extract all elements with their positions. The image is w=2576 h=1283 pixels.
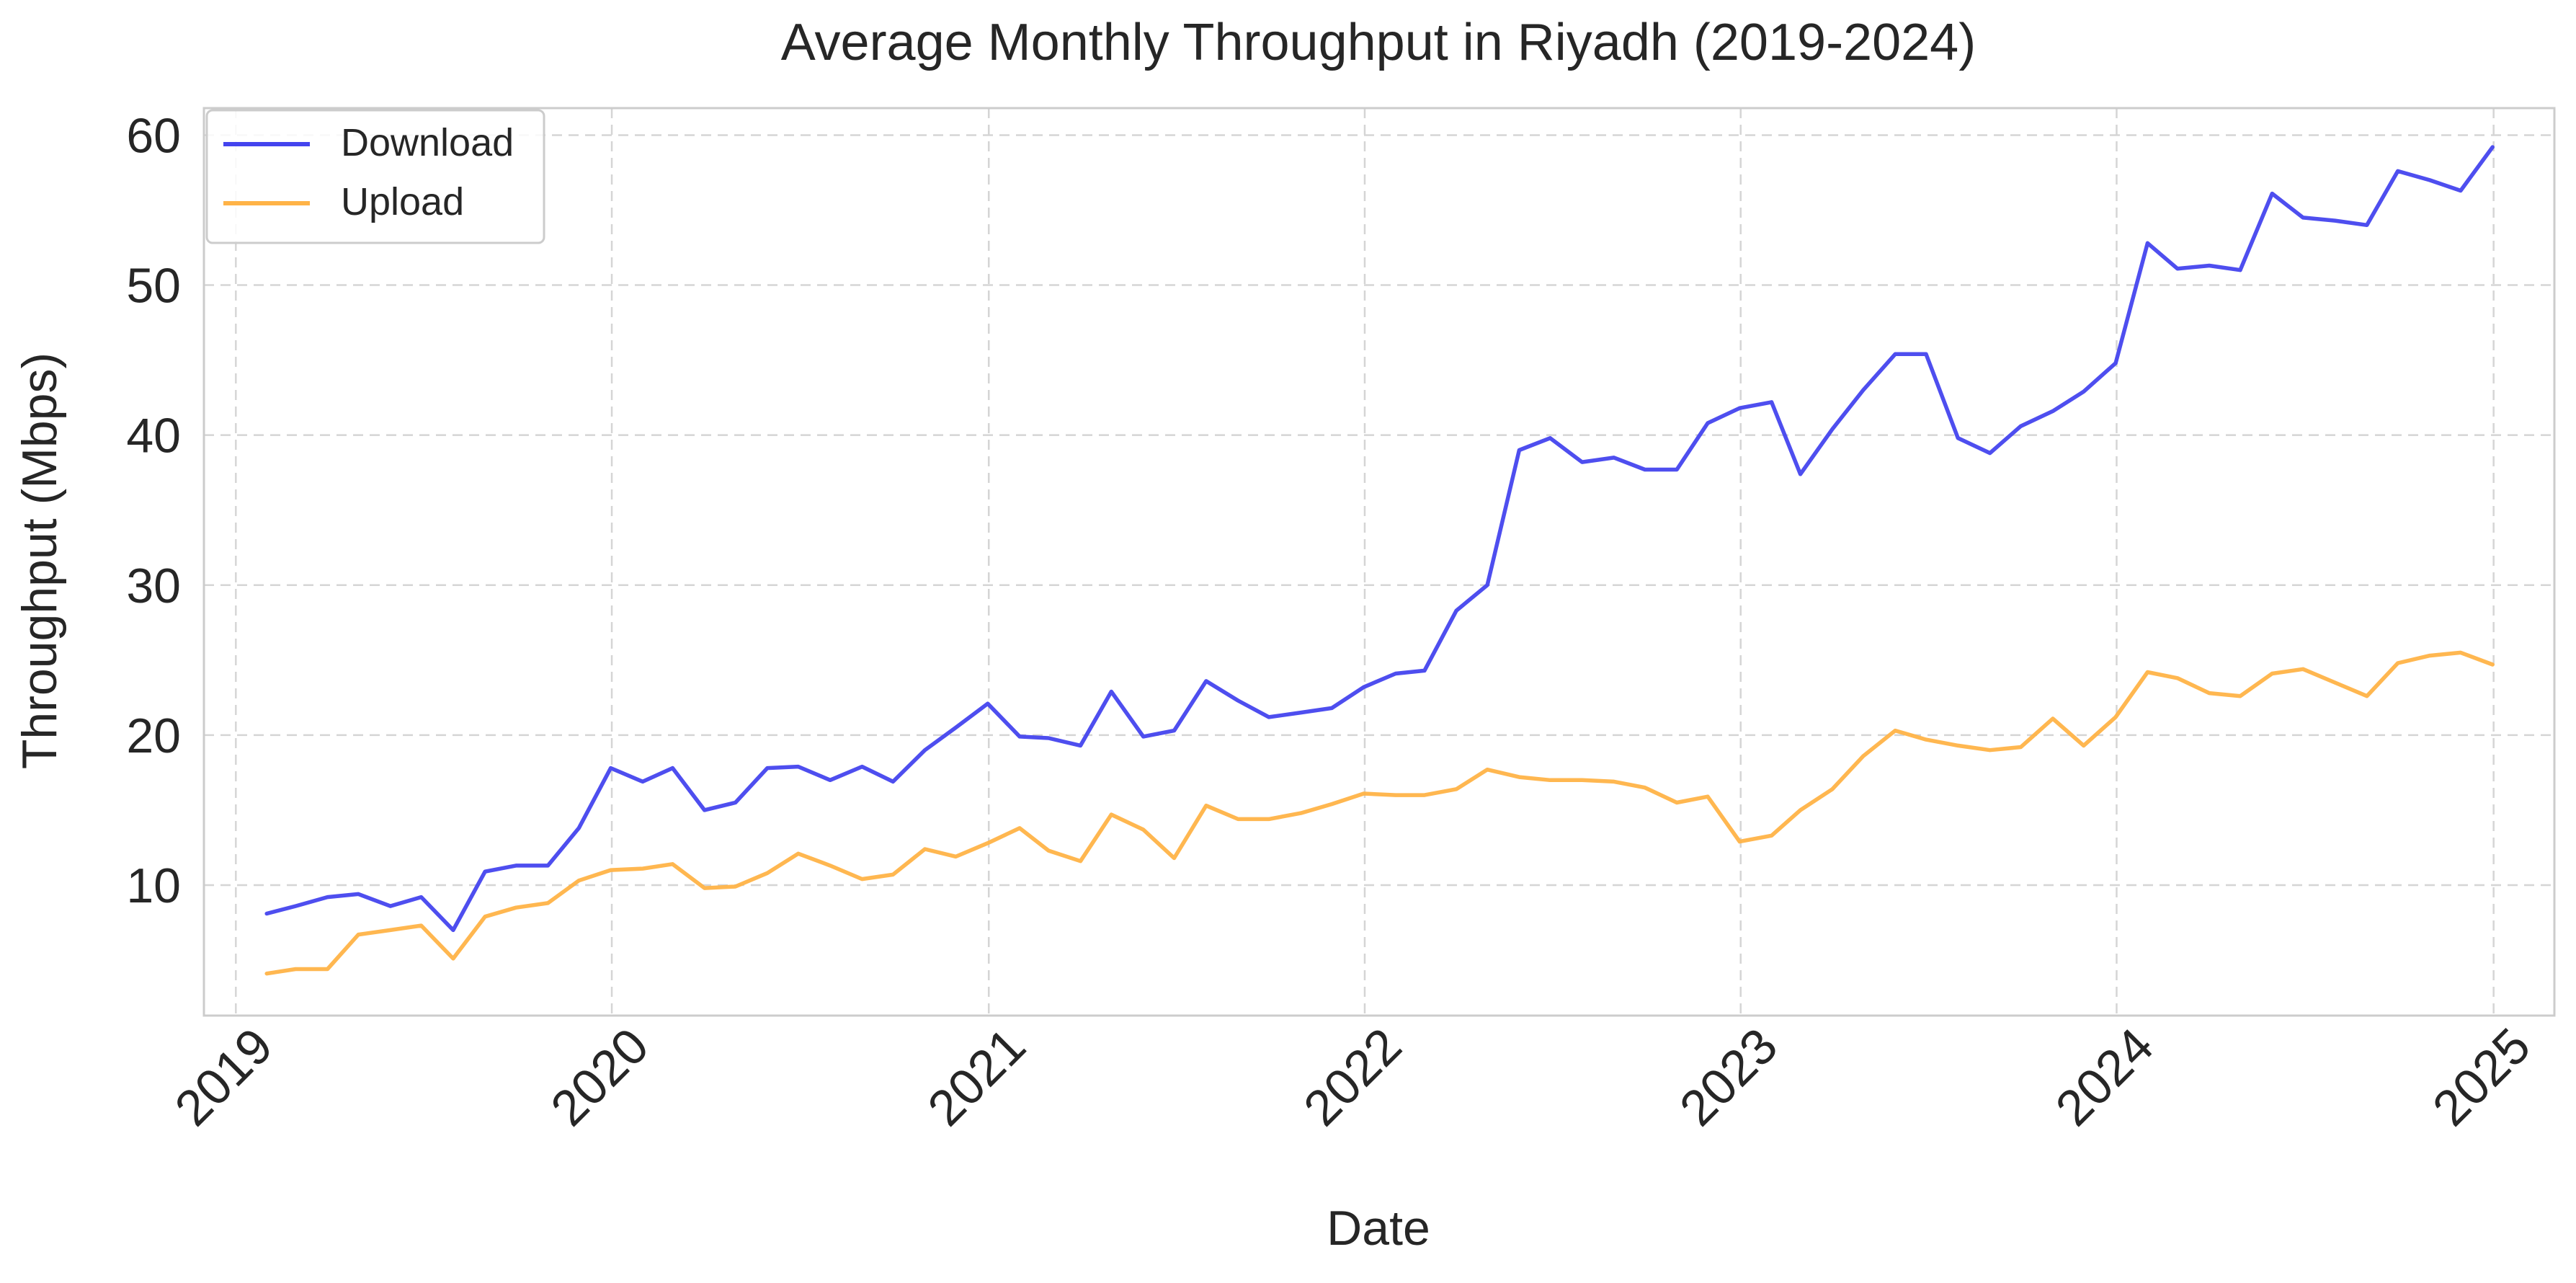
- x-tick-label: 2024: [2045, 1017, 2164, 1136]
- x-tick-label: 2023: [1669, 1017, 1788, 1136]
- x-axis-label: Date: [1327, 1201, 1430, 1256]
- y-tick-label: 10: [126, 858, 181, 913]
- x-axis-ticks: 2019 2020 2021 2022 2023 2024 2025: [164, 1017, 2541, 1136]
- series-line-download: [264, 145, 2495, 933]
- chart-title: Average Monthly Throughput in Riyadh (20…: [781, 14, 1976, 71]
- plot-frame: [202, 107, 2556, 1017]
- legend-label-download: Download: [341, 121, 514, 164]
- y-axis-ticks: 10 20 30 40 50 60: [126, 108, 181, 913]
- grid: [204, 108, 2554, 1016]
- y-tick-label: 60: [126, 108, 181, 163]
- y-tick-label: 30: [126, 559, 181, 613]
- x-tick-label: 2022: [1293, 1017, 1412, 1136]
- y-tick-label: 20: [126, 709, 181, 763]
- legend: Download Upload: [205, 109, 545, 244]
- series-line-upload: [264, 650, 2495, 976]
- x-tick-label: 2021: [917, 1017, 1036, 1136]
- y-axis-label: Throughput (Mbps): [12, 352, 67, 769]
- legend-label-upload: Upload: [341, 180, 464, 223]
- y-tick-label: 40: [126, 409, 181, 463]
- x-tick-label: 2019: [164, 1017, 283, 1136]
- x-tick-label: 2020: [540, 1017, 659, 1136]
- y-tick-label: 50: [126, 259, 181, 314]
- x-tick-label: 2025: [2422, 1017, 2541, 1136]
- series: [264, 145, 2495, 976]
